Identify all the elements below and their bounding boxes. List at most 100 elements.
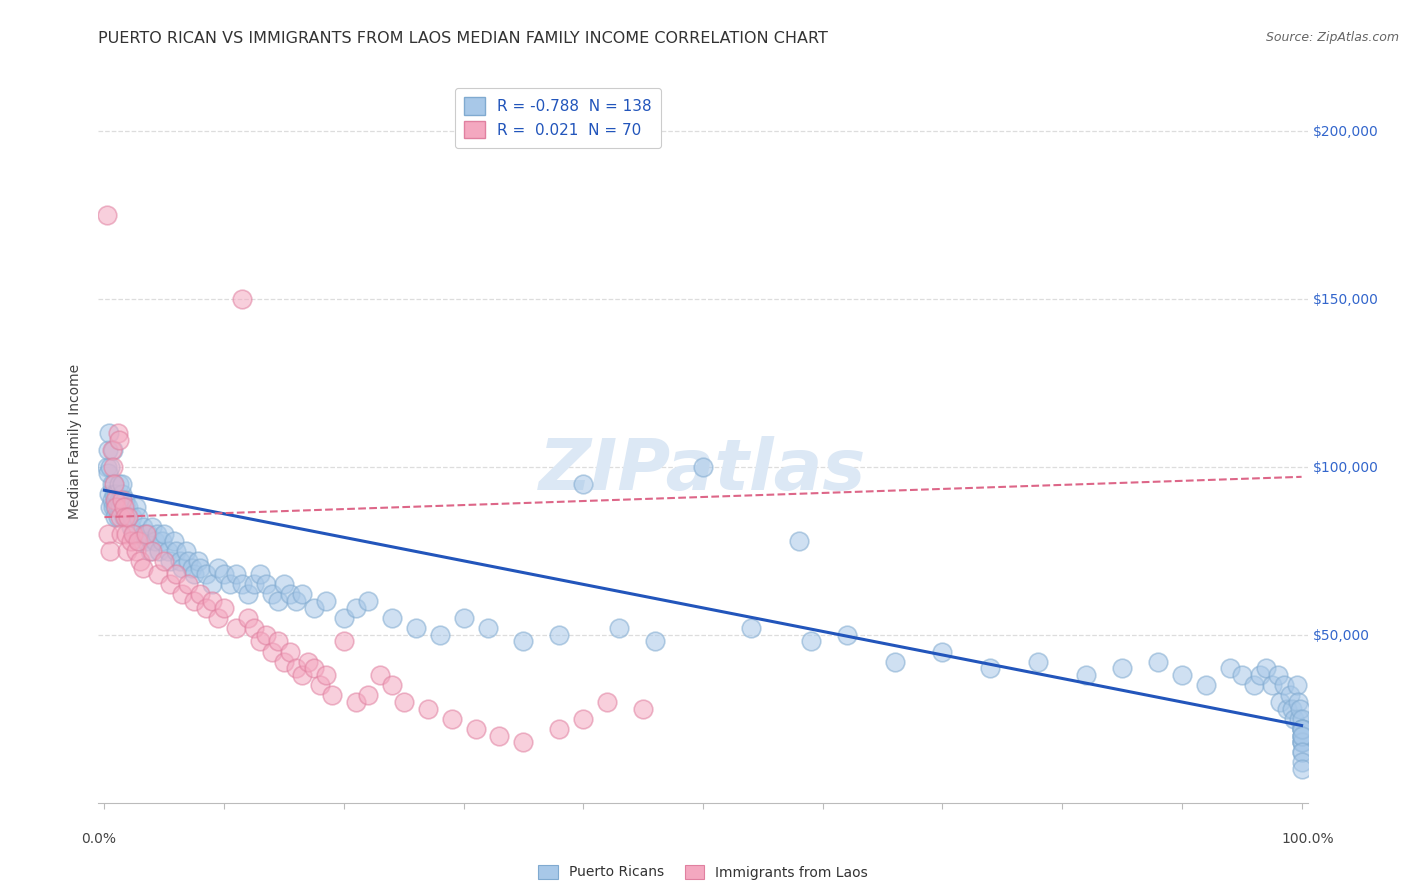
Point — [129, 533, 152, 548]
Point — [1074, 668, 1097, 682]
Point — [121, 510, 143, 524]
Point — [105, 486, 128, 500]
Point — [135, 533, 157, 548]
Point — [153, 527, 176, 541]
Point — [931, 644, 953, 658]
Point — [120, 520, 142, 534]
Point — [1291, 735, 1313, 749]
Point — [104, 510, 127, 524]
Point — [440, 712, 463, 726]
Point — [1254, 661, 1277, 675]
Point — [107, 510, 129, 524]
Point — [1291, 745, 1313, 759]
Point — [464, 722, 486, 736]
Point — [548, 722, 571, 736]
Point — [344, 695, 367, 709]
Point — [1291, 745, 1313, 759]
Point — [139, 543, 162, 558]
Point — [267, 594, 290, 608]
Point — [97, 527, 120, 541]
Point — [284, 661, 307, 675]
Point — [177, 577, 200, 591]
Point — [129, 554, 152, 568]
Point — [1291, 722, 1313, 736]
Point — [357, 594, 380, 608]
Point — [141, 543, 163, 558]
Y-axis label: Median Family Income: Median Family Income — [69, 364, 83, 519]
Point — [368, 668, 391, 682]
Point — [97, 442, 120, 457]
Point — [177, 554, 200, 568]
Point — [1291, 729, 1313, 743]
Point — [740, 621, 762, 635]
Point — [111, 486, 134, 500]
Point — [100, 493, 122, 508]
Point — [291, 587, 314, 601]
Point — [1291, 735, 1313, 749]
Point — [207, 560, 229, 574]
Point — [159, 577, 181, 591]
Point — [297, 655, 319, 669]
Point — [132, 560, 155, 574]
Point — [112, 500, 135, 514]
Point — [183, 594, 205, 608]
Point — [572, 712, 595, 726]
Point — [169, 554, 191, 568]
Point — [1291, 722, 1313, 736]
Point — [187, 554, 209, 568]
Point — [115, 527, 138, 541]
Point — [136, 527, 159, 541]
Point — [254, 577, 277, 591]
Point — [122, 527, 145, 541]
Point — [512, 634, 534, 648]
Point — [201, 577, 224, 591]
Point — [1291, 712, 1313, 726]
Point — [188, 560, 211, 574]
Point — [692, 459, 714, 474]
Point — [333, 634, 356, 648]
Point — [1291, 756, 1313, 770]
Point — [477, 621, 499, 635]
Point — [1260, 678, 1282, 692]
Point — [1288, 712, 1310, 726]
Point — [100, 476, 122, 491]
Point — [1278, 688, 1301, 702]
Point — [273, 577, 295, 591]
Point — [107, 433, 129, 447]
Point — [117, 500, 139, 514]
Point — [212, 567, 235, 582]
Point — [1291, 729, 1313, 743]
Point — [117, 510, 139, 524]
Point — [124, 527, 146, 541]
Point — [284, 594, 307, 608]
Point — [1249, 668, 1271, 682]
Point — [165, 543, 187, 558]
Point — [231, 577, 253, 591]
Point — [1291, 722, 1313, 736]
Point — [114, 493, 136, 508]
Point — [111, 476, 134, 491]
Point — [1281, 702, 1303, 716]
Point — [141, 520, 163, 534]
Point — [108, 500, 131, 514]
Point — [98, 486, 121, 500]
Point — [146, 527, 169, 541]
Point — [101, 500, 124, 514]
Point — [114, 510, 136, 524]
Point — [120, 533, 142, 548]
Point — [97, 467, 120, 481]
Point — [124, 543, 146, 558]
Point — [453, 611, 475, 625]
Point — [1291, 735, 1313, 749]
Point — [243, 577, 266, 591]
Point — [110, 493, 132, 508]
Point — [172, 587, 194, 601]
Point — [115, 510, 138, 524]
Point — [644, 634, 666, 648]
Point — [195, 600, 218, 615]
Point — [219, 577, 242, 591]
Point — [1243, 678, 1265, 692]
Point — [405, 621, 427, 635]
Point — [180, 560, 202, 574]
Point — [260, 644, 283, 658]
